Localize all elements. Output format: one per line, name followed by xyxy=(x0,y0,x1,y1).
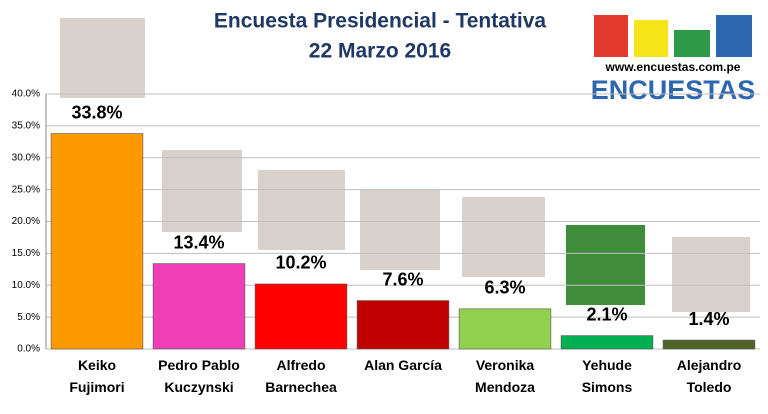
value-label: 1.4% xyxy=(688,309,729,329)
x-tick-label: Pedro Pablo Kuczynski xyxy=(158,357,240,395)
y-tick-label: 10.0% xyxy=(12,280,40,291)
photo xyxy=(360,190,440,270)
x-tick-label: Alan García xyxy=(364,357,442,373)
y-tick-label: 20.0% xyxy=(12,216,40,227)
value-label: 6.3% xyxy=(484,278,525,298)
bar xyxy=(560,335,654,350)
x-tick-label: Veronika Mendoza xyxy=(475,357,535,395)
logo-name: ENCUESTAS xyxy=(591,75,756,105)
value-label: 13.4% xyxy=(173,232,224,252)
logo-block xyxy=(716,15,752,57)
x-tick-label: Keiko Fujimori xyxy=(69,357,125,395)
logo-block xyxy=(634,20,668,57)
photo xyxy=(258,170,345,250)
photos xyxy=(60,18,750,312)
logo-block xyxy=(594,15,628,57)
logo-url: www.encuestas.com.pe xyxy=(605,60,741,74)
y-tick-label: 25.0% xyxy=(12,184,40,195)
bar xyxy=(458,308,552,350)
photo xyxy=(462,197,545,277)
value-label: 7.6% xyxy=(382,269,423,289)
y-tick-label: 30.0% xyxy=(12,152,40,163)
chart-title: Encuesta Presidencial - Tentativa xyxy=(214,10,547,33)
x-tick-label: Alfredo Barnechea xyxy=(265,357,337,395)
bar xyxy=(254,283,348,350)
y-tick-label: 0.0% xyxy=(17,344,40,355)
photo xyxy=(162,150,242,232)
bar xyxy=(50,133,144,350)
bar xyxy=(152,263,246,350)
y-tick-label: 35.0% xyxy=(12,121,40,132)
value-label: 10.2% xyxy=(275,253,326,273)
bar xyxy=(662,339,756,350)
logo-block xyxy=(674,30,710,57)
photo xyxy=(60,18,145,98)
chart-subtitle: 22 Marzo 2016 xyxy=(309,40,451,63)
y-tick-label: 40.0% xyxy=(12,89,40,100)
x-tick-label: Yehude Simons xyxy=(581,357,633,395)
logo: www.encuestas.com.pe ENCUESTAS xyxy=(591,15,756,105)
bar xyxy=(356,300,450,350)
photo xyxy=(672,237,750,312)
photo xyxy=(566,225,645,305)
value-label: 2.1% xyxy=(586,304,627,324)
y-tick-label: 15.0% xyxy=(12,248,40,259)
x-tick-label: Alejandro Toledo xyxy=(676,357,742,395)
value-label: 33.8% xyxy=(71,102,122,122)
y-tick-label: 5.0% xyxy=(17,312,40,323)
